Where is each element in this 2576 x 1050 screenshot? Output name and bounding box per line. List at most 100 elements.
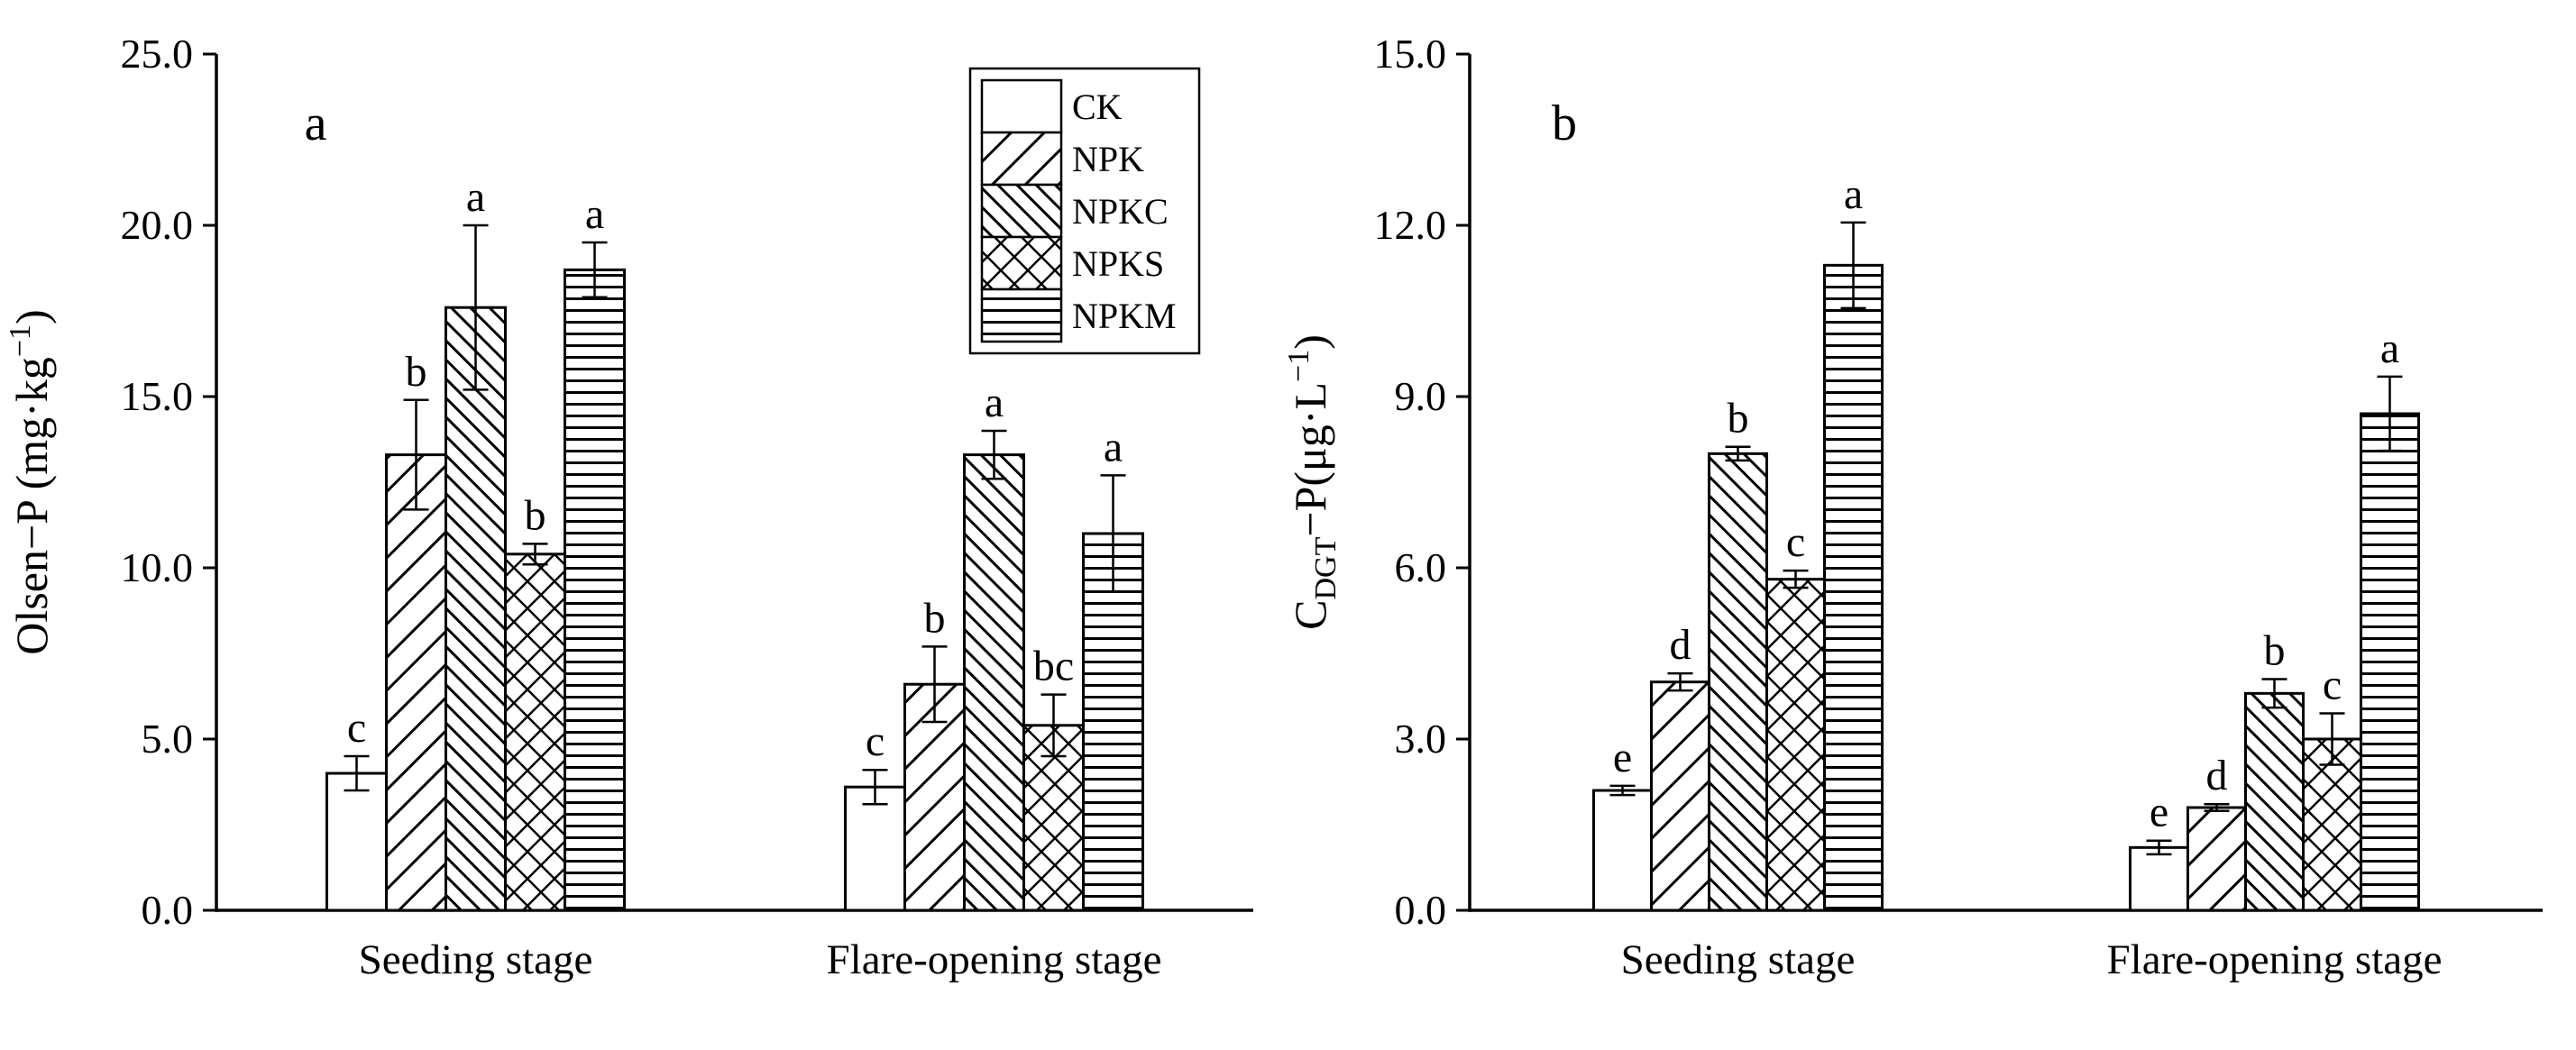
error-bar (921, 645, 948, 724)
bar-npk-1 (2186, 806, 2247, 912)
bar-npks-1 (2302, 737, 2362, 912)
error-bar (344, 754, 370, 792)
bar-npkm-0 (1823, 263, 1884, 912)
significance-letter: a (2380, 324, 2399, 372)
legend-swatch-npkc (980, 183, 1063, 239)
error-bar (2261, 678, 2287, 709)
legend-swatch-ck (980, 78, 1063, 134)
significance-letter: a (585, 190, 604, 238)
y-tick-label: 5.0 (142, 716, 194, 762)
significance-letter: e (2150, 789, 2168, 836)
bar-npkc-0 (445, 306, 507, 912)
y-tick-label: 25.0 (121, 31, 194, 77)
significance-letter: d (2206, 752, 2228, 799)
y-tick-label: 3.0 (1395, 716, 1447, 762)
y-axis-label: CDGT−P(μg·L−1) (1282, 334, 1343, 630)
y-axis-label: Olsen−P (mg·kg−1) (4, 309, 57, 654)
y-tick-label: 9.0 (1395, 373, 1447, 419)
panel-letter: a (305, 96, 327, 151)
x-category-label: Seeding stage (359, 936, 593, 983)
category-labels-group: Seeding stage Flare-opening stage (1621, 936, 2443, 983)
legend-label: NPKM (1072, 296, 1177, 336)
y-tick-label: 0.0 (142, 887, 194, 933)
y-tick-label: 15.0 (1374, 31, 1447, 77)
significance-letter: c (2323, 662, 2342, 709)
significance-letter: a (466, 173, 485, 221)
significance-letter: b (406, 348, 427, 396)
bar-npkc-1 (2244, 691, 2305, 912)
significance-letter: c (347, 704, 366, 752)
significance-letter: c (1786, 518, 1805, 566)
y-tick-label: 12.0 (1374, 202, 1447, 248)
error-bar (1609, 784, 1636, 797)
significance-letter: a (1104, 423, 1123, 470)
bar-npk-0 (385, 453, 447, 912)
bars-group (1592, 263, 2420, 912)
error-bar (1725, 445, 1751, 462)
bar-ck-0 (1592, 789, 1653, 912)
error-bars-group (344, 224, 1126, 806)
bars-group (325, 268, 1144, 912)
significance-letter: b (924, 594, 946, 642)
significance-letter: e (1613, 734, 1632, 781)
bar-npks-0 (504, 552, 566, 912)
error-bar (1667, 671, 1693, 692)
significance-letter: b (2264, 627, 2286, 675)
y-tick-label: 0.0 (1395, 887, 1447, 933)
y-tick-label: 20.0 (121, 202, 194, 248)
legend-label: NPKS (1072, 243, 1164, 284)
error-bar (582, 241, 608, 299)
bar-npkm-1 (1082, 532, 1144, 912)
error-bar (403, 398, 429, 511)
error-bar (2377, 375, 2403, 452)
panel-letter: b (1552, 96, 1577, 151)
y-tick-label: 6.0 (1395, 544, 1447, 590)
x-category-label: Seeding stage (1621, 936, 1856, 983)
significance-letter: d (1670, 621, 1691, 669)
error-bar (1840, 221, 1866, 310)
error-bar (1100, 474, 1126, 593)
bar-ck-1 (2129, 845, 2189, 912)
bar-npk-0 (1650, 680, 1710, 912)
significance-letter: c (866, 717, 885, 765)
significance-letter: b (1728, 395, 1749, 443)
legend-label: NPKC (1072, 191, 1169, 232)
y-tick-label: 10.0 (121, 544, 194, 590)
legend-swatch-npks (980, 235, 1063, 291)
legend-swatch-npk (980, 131, 1063, 187)
error-bar (981, 429, 1007, 480)
category-labels-group: Seeding stage Flare-opening stage (359, 936, 1162, 983)
error-bar (862, 768, 888, 806)
y-tick-label: 15.0 (121, 373, 194, 419)
error-bar (522, 543, 548, 566)
significance-letters-group: c b a b a c b a bc a (347, 173, 1123, 765)
chart-panel-a: 0.0 5.0 10.0 15.0 20.0 25.0 c b a b a c b a bc a Seeding… (4, 31, 1253, 983)
legend: CK NPK NPKC NPKS NPKM (968, 67, 1201, 355)
bar-npks-0 (1765, 578, 1826, 912)
significance-letter: a (985, 379, 1004, 426)
legend-label: NPK (1072, 139, 1144, 179)
error-bar (2146, 839, 2172, 856)
bar-npkm-1 (2360, 412, 2420, 912)
bar-ck-0 (325, 772, 388, 912)
significance-letter: bc (1033, 643, 1074, 690)
bar-npkm-0 (564, 268, 626, 912)
error-bar (463, 224, 489, 391)
significance-letter: b (525, 491, 546, 539)
axes: 0.0 5.0 10.0 15.0 20.0 25.0 (121, 31, 1253, 933)
bar-npkc-0 (1708, 452, 1768, 912)
axes: 0.0 3.0 6.0 9.0 12.0 15.0 (1374, 31, 2543, 933)
error-bars-group (1609, 221, 2403, 856)
error-bar (2319, 712, 2345, 766)
error-bar (1040, 693, 1067, 758)
significance-letter: a (1844, 170, 1863, 218)
bar-npkc-1 (963, 453, 1025, 912)
legend-swatch-npkm (980, 288, 1063, 343)
error-bar (2204, 802, 2230, 813)
bar-ck-1 (844, 785, 906, 912)
error-bar (1783, 569, 1809, 589)
legend-label: CK (1072, 87, 1123, 127)
